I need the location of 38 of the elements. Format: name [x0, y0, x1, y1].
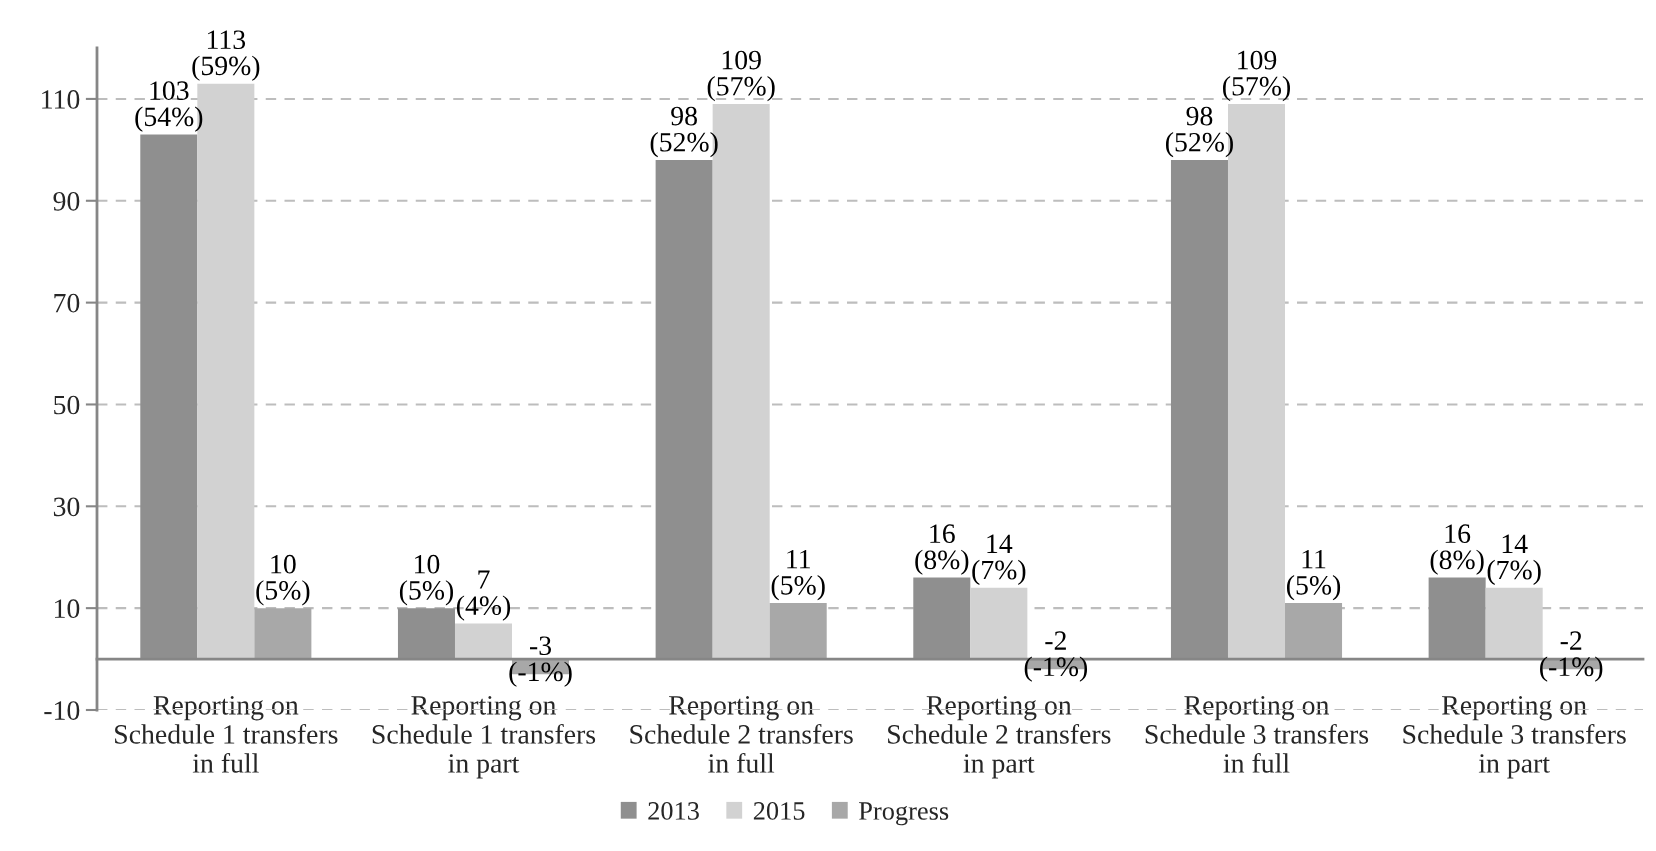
y-tick-label: 10: [55, 599, 80, 619]
legend-label: 2013: [648, 802, 699, 820]
bar: [254, 608, 312, 660]
data-label: 113 (59%): [192, 30, 260, 81]
y-tick-label: 30: [53, 497, 80, 517]
data-label: 16 (8%): [915, 524, 969, 575]
x-tick-label: Reporting on Schedule 2 transfers in full: [630, 695, 853, 773]
data-label: 14 (7%): [972, 534, 1026, 586]
data-label: 7 (4%): [456, 570, 511, 621]
legend-label: Progress: [859, 802, 949, 826]
data-label: 103 (54%): [135, 81, 203, 132]
y-tick-label: 50: [54, 395, 80, 415]
x-tick-label: Reporting on Schedule 2 transfers in part: [888, 695, 1111, 779]
data-label: 109 (57%): [707, 50, 775, 102]
y-tick-label: 70: [54, 293, 80, 313]
data-label: 14 (7%): [1487, 534, 1541, 586]
x-tick-label: Reporting on Schedule 1 transfers in full: [115, 695, 338, 773]
bar: [1285, 603, 1343, 660]
data-label: 16 (8%): [1430, 524, 1484, 575]
data-label: 98 (52%): [650, 106, 718, 158]
x-tick-label: Reporting on Schedule 3 transfers in part: [1403, 695, 1626, 779]
data-label: -2 (-1%): [1540, 631, 1603, 682]
x-tick-label: Reporting on Schedule 1 transfers in part: [372, 695, 596, 779]
data-label: 11 (5%): [1286, 549, 1341, 601]
data-label: 10 (5%): [399, 554, 454, 606]
data-label: 109 (57%): [1223, 50, 1290, 102]
data-label: 11 (5%): [771, 549, 825, 601]
bar: [769, 603, 827, 660]
data-label: 10 (5%): [256, 554, 310, 606]
data-label: -2 (-1%): [1024, 631, 1088, 682]
y-tick-label: -10: [44, 701, 80, 720]
data-label: 98 (52%): [1165, 106, 1233, 158]
y-tick-label: 110: [42, 90, 80, 109]
legend-label: 2015: [753, 802, 805, 820]
data-label: -3 (-1%): [509, 636, 572, 687]
x-tick-label: Reporting on Schedule 3 transfers in full: [1145, 695, 1369, 773]
bar: [454, 623, 513, 660]
y-tick-label: 90: [53, 191, 80, 211]
